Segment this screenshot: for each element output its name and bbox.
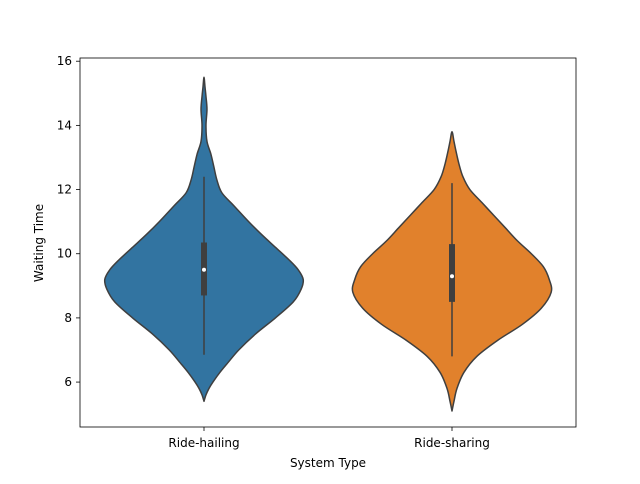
axes: Ride-hailing Ride-sharing 6 8 10 12 14 16 — [57, 54, 490, 450]
x-tick-label: Ride-sharing — [414, 436, 490, 450]
x-tick-label: Ride-hailing — [168, 436, 239, 450]
y-tick-label: 10 — [57, 247, 72, 261]
y-tick-label: 6 — [64, 375, 72, 389]
plot-frame — [79, 57, 577, 428]
y-tick-label: 14 — [57, 118, 72, 132]
y-tick-label: 12 — [57, 183, 72, 197]
x-axis-label: System Type — [290, 456, 366, 470]
plot-area — [103, 76, 553, 412]
violin-iqr-box — [449, 244, 455, 302]
violin-median-point — [450, 274, 454, 279]
y-axis-label: Waiting Time — [32, 204, 46, 282]
y-tick-label: 8 — [64, 311, 72, 325]
violin-median-point — [202, 267, 206, 272]
y-tick-label: 16 — [57, 54, 72, 68]
